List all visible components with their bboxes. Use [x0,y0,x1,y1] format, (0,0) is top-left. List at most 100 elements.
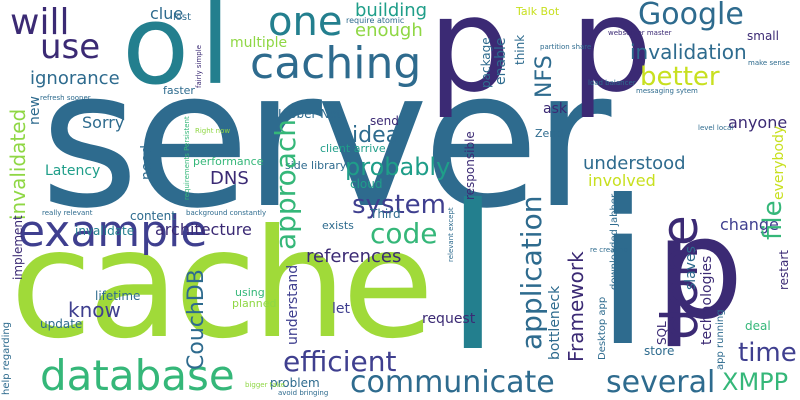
word-multiple: multiple [230,35,288,51]
word-update: update [40,317,83,331]
word-invalidation: invalidation [630,40,747,64]
word-ignorance: ignorance [30,68,120,89]
word-really-relevant: really relevant [42,209,93,217]
word-framework: Framework [564,251,588,362]
word-third: Third [370,207,401,221]
word-using: using [235,286,265,299]
word-code: code [370,217,438,250]
word-o: o [122,0,190,109]
word-l-2: l [200,0,231,109]
word-bottleneck: bottleneck [547,285,563,360]
word-responsible: responsible [463,131,477,200]
word-messaging-sytem: messaging sytem [636,87,698,95]
word-help-regarding: help regarding [1,321,12,395]
word-enough: enough [355,20,423,41]
word-everybody: everybody [771,125,787,200]
word-will: will [10,2,70,43]
word-exists: exists [322,219,354,232]
word-avoid-bringing: avoid bringing [278,389,329,397]
word-caching: caching [250,38,422,89]
word-send: send [370,114,399,128]
word-relevant-except: relevant except [447,207,455,262]
word-new: new [27,96,43,125]
word-server: server [40,29,611,250]
word-nfs: NFS [532,55,557,98]
word-refresh-sooner: refresh sooner [40,94,91,102]
word-one: one [268,0,343,45]
word-downloaded-jabber: downloaded Jabber [609,193,620,290]
word-let: let [332,301,350,317]
word-level-local: level local [698,124,734,132]
word-file: file [758,200,788,240]
word-references: references [306,246,402,267]
word-know: know [68,298,121,322]
word-slaves: slaves [683,246,699,290]
word-desktop-app: Desktop app [597,296,608,360]
word-xmpp: XMPP [722,368,789,396]
word-dns: DNS [210,168,249,189]
word-performance: performance [193,155,264,168]
word-fairly-simple: fairly simple [195,45,203,88]
word-lost: lost [173,12,192,23]
word-require-atomic: require atomic [346,16,405,25]
word-i: i [595,158,651,391]
word-zend: Zend [535,127,564,140]
word-request: request [422,311,476,327]
word-deal: deal [745,319,771,333]
word-technologies: technologies [699,255,715,345]
word-ask: ask [543,101,567,117]
word-implement: implement [11,215,25,280]
word-approach: approach [269,118,302,250]
word-google: Google [638,0,744,32]
word-p-1: p [428,0,511,121]
word-partition-share: partition share [540,43,592,51]
word-invalidate: invalidate [75,224,135,238]
word-restart: restart [777,249,791,290]
word-enable: enable [493,37,509,85]
word-l-1: l [445,163,501,396]
word-invalidated: invalidated [6,108,30,220]
word-latency: Latency [45,163,101,179]
word-clue: clue [150,4,184,23]
word-right-now: Right now [195,127,231,135]
word-several: several [606,365,716,400]
word-side-library: side library [285,159,347,172]
word-planned: planned [232,297,277,310]
word-time: time [738,338,797,368]
word-client-arrive: client arrive [320,142,386,155]
word-requirements-persistent: requirements Persistent [183,116,191,200]
word-lifetime: lifetime [95,289,141,303]
word-sql: SQL [655,321,669,345]
word-couchdb: CouchDB [184,269,209,370]
word-use: use [40,27,101,67]
word-cache: cache [10,198,434,372]
word-system: system [352,190,446,220]
word-anyone: anyone [728,113,788,132]
word-webserver-master: webserver master [608,29,672,37]
word-example: example [18,206,208,257]
word-sorry: Sorry [82,113,125,132]
word-faster: faster [163,84,195,97]
word-store: store [644,344,675,358]
word-understand: understand [285,264,301,345]
word-re-creating: re creating [590,246,628,254]
word-idea: idea [352,123,400,148]
word-app-running: app running [715,309,726,370]
word-probably: probably [345,153,451,181]
word-architecture: architecture [155,220,252,239]
word-understood: understood [583,153,686,174]
word-p-3: p [655,188,744,351]
word-better: better [640,62,720,92]
word-involved: involved [588,171,656,190]
word-communicate: communicate [350,365,555,400]
word-application: application [515,195,548,350]
word-jabber-net: Jabber Net [278,107,342,121]
word-bigger-take: bigger take [245,381,285,389]
word-load-balancer: load balancer [588,79,636,87]
word-package: package [479,37,493,88]
word-background-constantly: background constantly [186,209,267,217]
word-database: database [40,351,235,400]
word-p-2: p [570,0,653,121]
word-talk-bot: Talk Bot [516,5,560,18]
